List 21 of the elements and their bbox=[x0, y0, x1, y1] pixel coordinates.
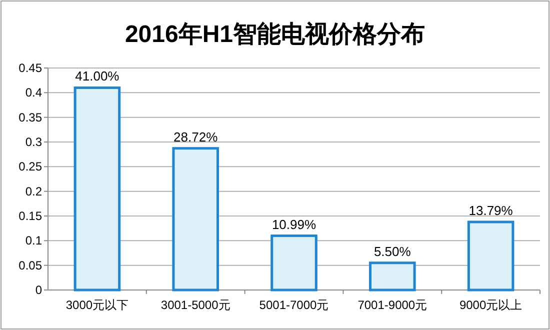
ytick: 0.1 bbox=[25, 234, 42, 248]
ytick: 0.4 bbox=[25, 86, 42, 100]
value-label: 28.72% bbox=[174, 129, 218, 144]
value-label: 13.79% bbox=[468, 202, 513, 218]
xtick: 3000元以下 bbox=[66, 298, 129, 312]
value-label: 41.00% bbox=[75, 68, 120, 84]
value-label: 10.99% bbox=[272, 216, 316, 232]
ytick: 0.35 bbox=[18, 110, 42, 124]
xtick: 9000元以上 bbox=[459, 298, 522, 312]
ytick: 0.05 bbox=[18, 258, 42, 272]
title: 2016年H1智能电视价格分布 bbox=[124, 21, 426, 48]
value-label: 5.50% bbox=[374, 244, 411, 259]
ytick: 0.3 bbox=[25, 135, 42, 149]
ytick: 0 bbox=[35, 283, 42, 297]
xtick: 3001-5000元 bbox=[160, 298, 230, 312]
xtick: 5001-7000元 bbox=[259, 298, 329, 312]
ytick: 0.25 bbox=[18, 160, 42, 174]
xtick: 7001-9000元 bbox=[358, 298, 428, 312]
ytick: 0.2 bbox=[25, 184, 42, 198]
ytick: 0.45 bbox=[18, 61, 42, 75]
ytick: 0.15 bbox=[18, 209, 42, 223]
